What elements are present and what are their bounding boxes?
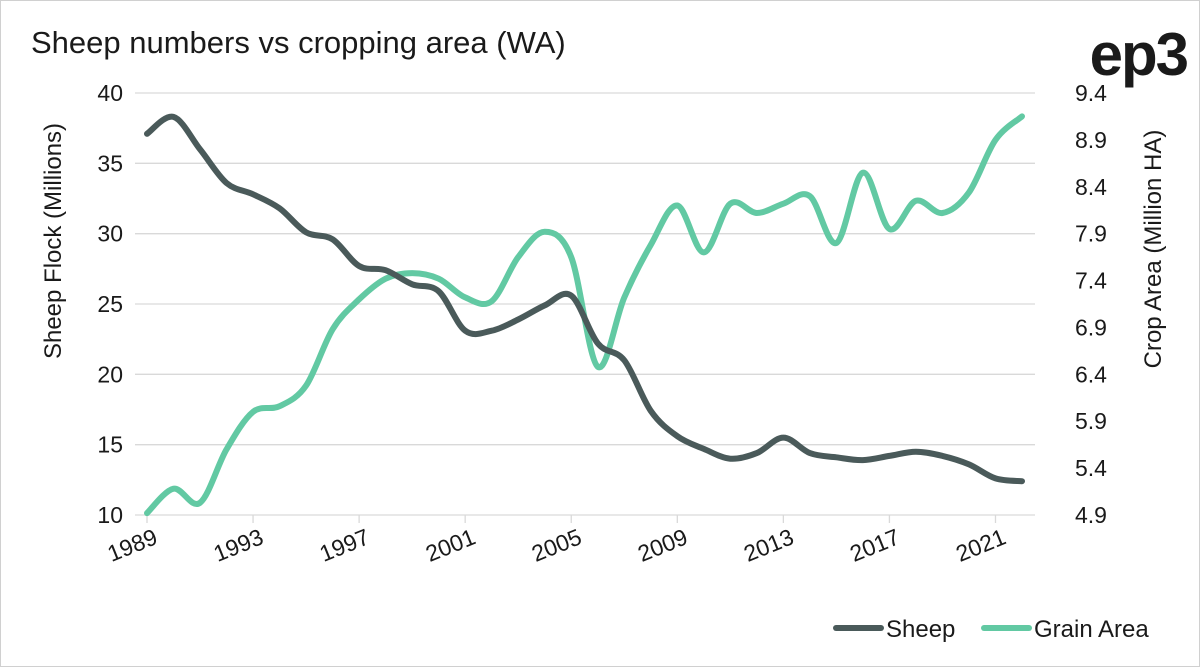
left-tick-label: 40 bbox=[97, 80, 123, 106]
right-tick-label: 5.4 bbox=[1075, 455, 1107, 481]
ep3-logo: ep3 bbox=[1090, 21, 1188, 88]
left-axis-ticks: 10 15 20 25 30 35 40 bbox=[97, 80, 123, 528]
right-tick-label: 4.9 bbox=[1075, 502, 1107, 528]
x-tick-label: 2017 bbox=[846, 524, 903, 567]
x-axis-ticks: 1989 1993 1997 2001 2005 2009 2013 2017 2021 bbox=[104, 515, 1009, 567]
legend-item-sheep: Sheep bbox=[833, 616, 955, 643]
chart-title: Sheep numbers vs cropping area (WA) bbox=[31, 25, 566, 60]
gridlines bbox=[135, 92, 1035, 516]
right-tick-label: 9.4 bbox=[1075, 80, 1107, 106]
right-tick-label: 5.9 bbox=[1075, 408, 1107, 434]
right-tick-label: 7.4 bbox=[1075, 268, 1107, 294]
right-axis-ticks: 4.9 5.4 5.9 6.4 6.9 7.4 7.9 8.4 8.9 9.4 bbox=[1075, 80, 1107, 528]
x-tick-label: 2005 bbox=[528, 524, 585, 567]
left-axis-label: Sheep Flock (Millions) bbox=[40, 123, 67, 359]
left-tick-label: 25 bbox=[97, 291, 123, 317]
right-tick-label: 6.9 bbox=[1075, 314, 1107, 340]
legend: Sheep Grain Area bbox=[833, 616, 1149, 643]
series-line-grain-area bbox=[144, 113, 1025, 517]
x-tick-label: 2013 bbox=[740, 524, 797, 567]
x-tick-label: 1993 bbox=[210, 524, 267, 567]
right-axis-label: Crop Area (Million HA) bbox=[1140, 130, 1167, 369]
series-line-sheep bbox=[144, 113, 1025, 485]
left-tick-label: 15 bbox=[97, 432, 123, 458]
right-tick-label: 7.9 bbox=[1075, 221, 1107, 247]
legend-label-sheep: Sheep bbox=[886, 616, 955, 643]
left-tick-label: 30 bbox=[97, 221, 123, 247]
left-tick-label: 35 bbox=[97, 150, 123, 176]
right-tick-label: 6.4 bbox=[1075, 361, 1107, 387]
x-tick-label: 2021 bbox=[952, 524, 1009, 567]
right-tick-label: 8.9 bbox=[1075, 127, 1107, 153]
legend-label-grain-area: Grain Area bbox=[1034, 616, 1149, 643]
left-tick-label: 10 bbox=[97, 502, 123, 528]
right-tick-label: 8.4 bbox=[1075, 174, 1107, 200]
x-tick-label: 1997 bbox=[316, 524, 373, 567]
x-tick-label: 2001 bbox=[422, 524, 479, 567]
series-lines bbox=[144, 113, 1025, 517]
x-tick-label: 2009 bbox=[634, 524, 691, 567]
x-tick-label: 1989 bbox=[104, 524, 161, 567]
legend-item-grain-area: Grain Area bbox=[981, 616, 1149, 643]
left-tick-label: 20 bbox=[97, 361, 123, 387]
